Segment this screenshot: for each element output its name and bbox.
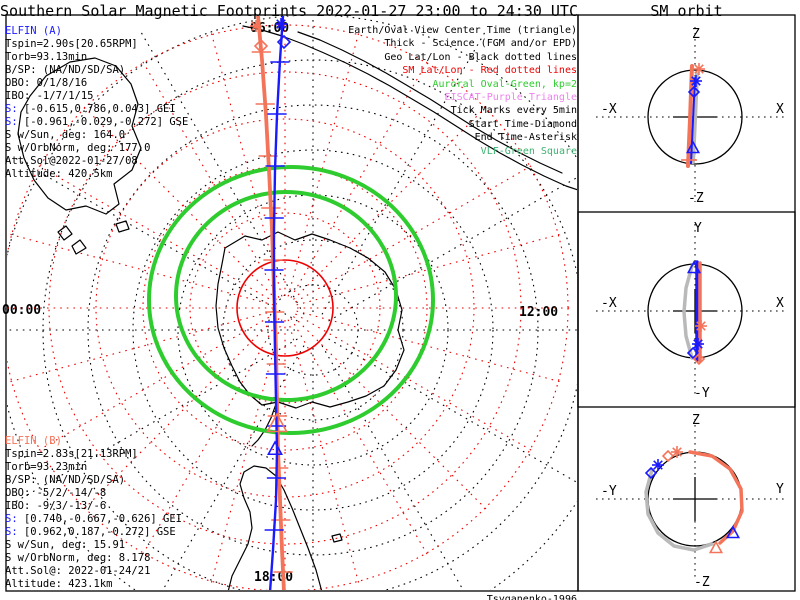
sm-orbit-yz-panel: Z -Z -Y Y (596, 413, 787, 590)
sm-orbit-yz-axis-label: Z (692, 413, 700, 428)
elfin_b-asterisk-marker (693, 63, 705, 75)
footprint-map (7, 16, 577, 590)
elfin_a-cross-marker (264, 525, 284, 535)
elfin_b-cross-marker (273, 567, 293, 577)
sm-orbit-xy-axis-label: Y (694, 221, 702, 236)
sm-orbit-yz-axis-label: Y (776, 482, 784, 497)
sm-orbit-xz-axis-label: Z (692, 27, 700, 42)
sm-orbit-yz-gray_orbit-track (644, 468, 714, 552)
elfin-a-footprint (264, 16, 290, 590)
sm-orbit-xy-axis-label: -Y (694, 386, 710, 401)
elfin_b-diamond-marker (253, 38, 269, 54)
elfin_a-diamond-marker (276, 34, 292, 50)
elfin_a-cross-marker (270, 57, 290, 67)
plot-frame (577, 211, 796, 408)
sm-graticule (7, 20, 573, 590)
sm-orbit-yz-axis-label: -Z (694, 575, 710, 590)
elfin_a-cross-marker (267, 109, 287, 119)
elfin_b-cross-marker (261, 203, 281, 213)
coastline-new-zealand-north (57, 225, 73, 241)
elfin_a-diamond-marker (644, 466, 658, 480)
sm-orbit-xy-axis-label: X (776, 296, 784, 311)
sm-lat-solid-circle (236, 259, 334, 357)
sm-orbit-xy-gray_orbit-track (682, 264, 694, 360)
coastline-antarctic-peninsula (251, 403, 277, 447)
sm-orbit-xy-panel: Y -Y -X X (596, 221, 787, 401)
sm-orbit-xz-axis-label: -X (601, 102, 617, 117)
elfin_b-cross-marker (255, 99, 275, 109)
sm-orbit-xy-axis-label: -X (601, 296, 617, 311)
sm-orbit-xz-panel: Z -Z -X X (596, 27, 787, 206)
elfin_b-triangle-marker (708, 540, 724, 554)
elfin_a-cross-marker (265, 369, 286, 379)
elfin_b-cross-marker (681, 156, 697, 164)
elfin_b-asterisk-marker (695, 320, 707, 332)
elfin-b-footprint-line (256, 16, 286, 590)
elfin_a-cross-marker (266, 473, 287, 483)
coastline-new-zealand-south (71, 239, 87, 255)
coastline-antarctica (215, 231, 405, 409)
sm-orbit-xz-axis-label: -Z (688, 191, 704, 206)
elfin_a-asterisk-marker (652, 459, 664, 471)
coastline-tasmania (115, 220, 130, 233)
coastlines (17, 25, 577, 590)
mlt-label-0000: 00:00 (2, 303, 42, 318)
sm-orbit-xz-axis-label: X (776, 102, 784, 117)
elfin_b-asterisk-marker (671, 446, 683, 458)
elfin_a-cross-marker (265, 161, 285, 171)
elfin_a-asterisk-marker (275, 18, 287, 30)
elfin_a-triangle-marker (686, 260, 702, 274)
elfin_b-diamond-marker (661, 449, 675, 463)
coastline-australia (17, 57, 142, 215)
plot-frame (5, 14, 579, 592)
elfin_b-triangle-marker (266, 412, 288, 433)
auroral-oval (147, 165, 435, 435)
elfin_b-cross-marker (269, 463, 289, 473)
elfin_a-cross-marker (264, 213, 284, 223)
sm-orbit-yz-axis-label: -Y (601, 484, 617, 499)
elfin_a-triangle-marker (685, 140, 701, 154)
elfin_a-cross-marker (264, 265, 284, 275)
elfin_a-asterisk-marker (692, 338, 704, 350)
coastline-northern-island-chain (297, 31, 563, 174)
elfin_a-triangle-marker (725, 525, 741, 539)
elfin_a-cross-marker (264, 317, 285, 327)
elfin_a-triangle-marker (267, 440, 283, 456)
sm-orbit-xz-elfin_a-track (690, 77, 696, 164)
coastline-south-america (227, 465, 323, 590)
elfin_a-diamond-marker (686, 346, 700, 360)
earth-circle (647, 69, 743, 165)
elfin_a-diamond-marker (687, 85, 701, 99)
elfin_b-diamond-marker (692, 352, 706, 366)
elfin_a-asterisk-marker (690, 75, 702, 87)
elfin_b-asterisk-marker (250, 20, 262, 32)
sm-orbit-yz-elfin_b-track (688, 450, 744, 545)
coastline-falkland-islands (331, 533, 343, 543)
geo-graticule (7, 16, 577, 590)
mlt-label-1200: 12:00 (519, 305, 559, 320)
coastline-northern-coast (242, 25, 577, 191)
